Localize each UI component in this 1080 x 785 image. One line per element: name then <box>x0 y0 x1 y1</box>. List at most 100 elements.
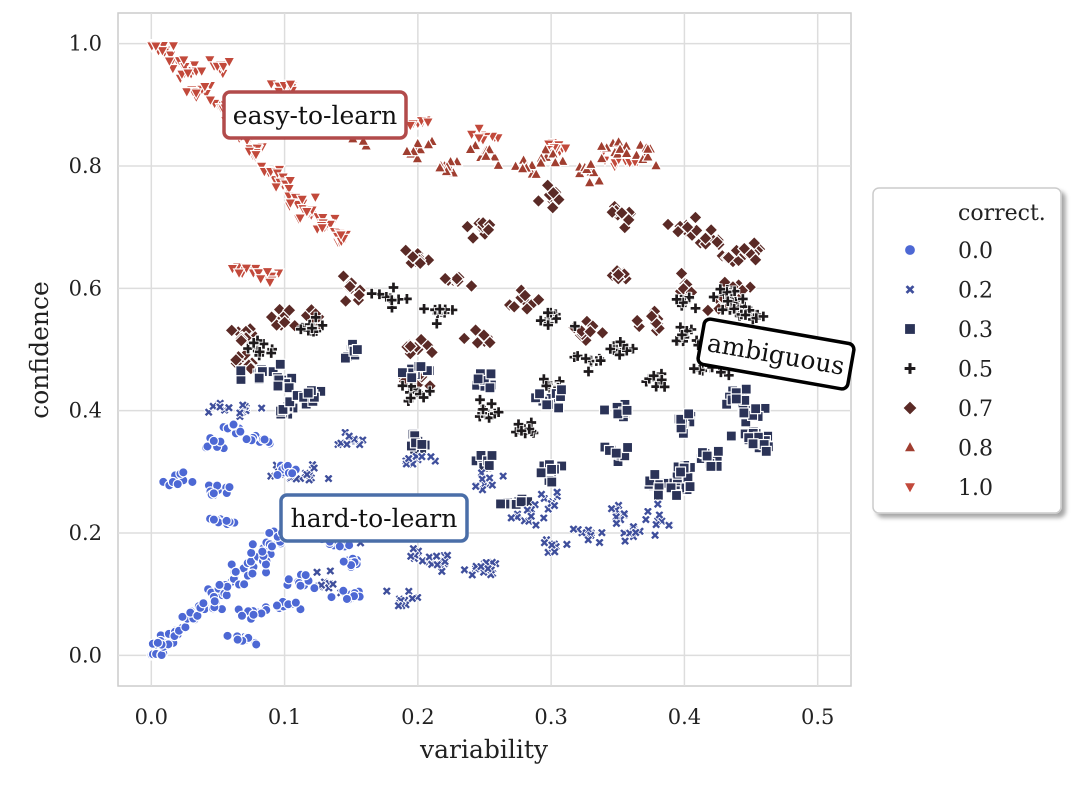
data-point <box>596 527 607 538</box>
data-point <box>730 393 742 405</box>
data-point <box>611 267 626 282</box>
data-point <box>302 387 314 399</box>
data-point <box>541 399 553 411</box>
legend-entry: 0.3 <box>903 318 993 343</box>
data-point <box>715 366 727 378</box>
data-point <box>272 380 284 392</box>
data-point <box>260 266 275 279</box>
data-point <box>534 156 548 168</box>
data-point <box>221 590 232 601</box>
data-point <box>536 489 547 500</box>
svg-text:easy-to-learn: easy-to-learn <box>233 101 397 130</box>
data-point <box>523 423 535 435</box>
data-point <box>283 382 295 394</box>
data-point <box>460 219 475 234</box>
data-point <box>222 56 236 69</box>
data-point <box>283 198 297 211</box>
data-point <box>705 460 717 473</box>
data-point <box>236 610 248 622</box>
data-point <box>295 194 309 207</box>
data-point <box>670 489 683 502</box>
data-point <box>561 539 572 550</box>
legend-marker <box>902 482 918 495</box>
data-point <box>421 137 435 150</box>
data-point <box>516 161 530 174</box>
data-point <box>584 157 598 170</box>
legend: correct. 0.0 0.2 0.3 0.5 0.7 0.8 1.0 <box>872 187 1062 514</box>
data-point <box>531 193 546 209</box>
data-point <box>740 383 752 395</box>
data-point <box>484 472 495 483</box>
data-point <box>433 160 447 173</box>
data-point <box>149 41 163 54</box>
data-point <box>738 407 750 419</box>
x-axis-label: variability <box>419 735 549 764</box>
data-point <box>569 320 581 332</box>
series-0-5 <box>242 281 770 440</box>
data-point <box>539 142 553 155</box>
y-tick-label: 0.8 <box>69 154 102 178</box>
data-point <box>652 499 663 510</box>
data-point <box>295 580 306 591</box>
data-point <box>356 134 370 146</box>
data-point <box>406 372 418 384</box>
data-point <box>614 336 626 348</box>
data-point <box>721 250 736 265</box>
data-point <box>540 380 552 392</box>
data-point <box>604 204 620 220</box>
data-point <box>663 520 675 531</box>
data-point <box>271 600 283 611</box>
data-point <box>467 569 478 580</box>
data-point <box>555 384 568 396</box>
svg-text:hard-to-learn: hard-to-learn <box>291 504 458 533</box>
data-point <box>156 649 167 661</box>
data-point <box>400 144 414 157</box>
data-point <box>214 579 225 591</box>
data-point <box>760 445 772 457</box>
data-point <box>688 362 700 375</box>
data-point <box>351 343 363 356</box>
data-point <box>266 541 278 552</box>
data-point <box>571 350 584 362</box>
data-point <box>351 287 367 303</box>
data-point <box>410 151 424 164</box>
data-point <box>482 335 498 350</box>
data-point <box>338 293 354 309</box>
data-point <box>552 402 565 414</box>
data-point <box>233 333 249 349</box>
data-point <box>442 550 453 561</box>
data-point <box>286 468 298 479</box>
data-point <box>344 431 355 442</box>
data-point <box>494 498 507 510</box>
data-point <box>264 527 275 539</box>
data-point <box>253 372 265 384</box>
legend-marker <box>903 322 917 336</box>
data-point <box>556 154 570 167</box>
data-point <box>424 345 440 360</box>
data-point <box>241 433 252 445</box>
data-point <box>408 543 419 554</box>
y-tick-label: 0.2 <box>69 521 102 545</box>
legend-label: 0.2 <box>958 279 993 304</box>
data-point <box>644 308 660 324</box>
legend-entry: 0.8 <box>902 437 993 462</box>
data-point <box>642 506 653 517</box>
data-point <box>545 200 561 216</box>
data-point <box>472 123 486 136</box>
data-point <box>538 512 549 524</box>
data-point <box>221 515 232 527</box>
data-point <box>300 206 314 219</box>
data-point <box>674 266 689 281</box>
data-point <box>260 559 272 570</box>
data-point <box>187 476 198 488</box>
data-point <box>214 401 226 413</box>
data-point <box>152 637 164 649</box>
data-point <box>620 535 631 547</box>
data-point <box>180 87 194 99</box>
data-point <box>224 481 235 493</box>
annotation-ambiguous: ambiguous <box>696 317 856 391</box>
data-point <box>323 473 334 484</box>
data-point <box>515 425 528 437</box>
data-point <box>224 323 240 338</box>
x-tick-label: 0.5 <box>801 705 834 729</box>
